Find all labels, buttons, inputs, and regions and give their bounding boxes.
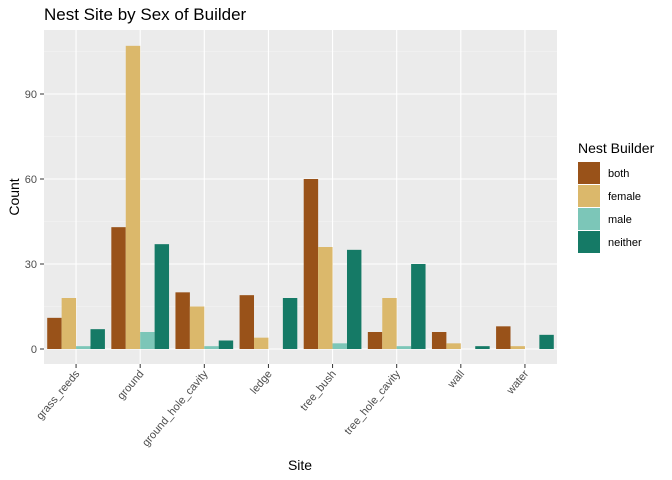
x-tick-label: tree_bush [298, 368, 339, 413]
y-tick-label: 0 [31, 344, 37, 356]
bar-both-ledge [239, 295, 255, 349]
legend-label-neither: neither [608, 237, 642, 249]
y-tick-label: 60 [25, 174, 37, 186]
y-tick-label: 30 [25, 259, 37, 271]
x-tick-label: ground_hole_cavity [140, 368, 211, 449]
legend-key-male [578, 208, 600, 230]
legend-title: Nest Builder [578, 140, 655, 156]
bar-neither-ground [154, 244, 170, 349]
bars [47, 45, 554, 349]
y-tick-label: 90 [25, 89, 37, 101]
x-tick-label: tree_hole_cavity [342, 368, 403, 437]
bar-male-ground [140, 332, 155, 349]
bar-female-wall [446, 343, 461, 349]
legend: both female male neither [578, 162, 642, 253]
x-tick-label: wall [445, 368, 467, 391]
bar-both-wall [431, 332, 447, 349]
bar-male-grass_reeds [76, 346, 91, 349]
x-axis-title: Site [288, 457, 312, 473]
bar-both-water [496, 326, 511, 349]
legend-label-female: female [608, 191, 641, 203]
bar-female-ledge [254, 337, 269, 349]
bar-female-grass_reeds [61, 298, 77, 349]
bar-both-tree_bush [303, 179, 319, 349]
bar-neither-tree_hole_cavity [411, 264, 426, 349]
bar-neither-water [539, 334, 554, 349]
bar-neither-ledge [282, 298, 298, 349]
x-tick-label: water [504, 368, 531, 397]
bar-male-tree_hole_cavity [396, 346, 412, 349]
bar-male-ground_hole_cavity [204, 346, 219, 349]
legend-key-both [578, 162, 600, 184]
bar-neither-wall [475, 346, 490, 349]
bar-both-grass_reeds [47, 317, 62, 349]
bar-both-tree_hole_cavity [367, 332, 383, 349]
legend-label-male: male [608, 214, 632, 226]
bar-neither-grass_reeds [90, 329, 105, 349]
y-axis: 0 30 60 90 [25, 89, 44, 356]
y-axis-title: Count [6, 178, 22, 215]
x-tick-label: grass_reeds [34, 368, 82, 422]
legend-key-neither [578, 231, 600, 253]
bar-female-water [510, 346, 525, 349]
bar-male-tree_bush [332, 343, 347, 349]
bar-neither-tree_bush [346, 249, 362, 349]
bar-female-tree_bush [318, 247, 333, 349]
bar-both-ground_hole_cavity [175, 292, 190, 349]
bar-both-ground [111, 227, 126, 349]
chart-title: Nest Site by Sex of Builder [44, 5, 247, 24]
x-tick-label: ground [115, 368, 146, 402]
bar-female-ground_hole_cavity [189, 306, 205, 349]
bar-female-tree_hole_cavity [382, 298, 397, 349]
bar-female-ground [125, 45, 141, 349]
legend-label-both: both [608, 168, 629, 180]
x-tick-label: ledge [248, 368, 274, 396]
legend-key-female [578, 185, 600, 207]
bar-neither-ground_hole_cavity [218, 340, 234, 349]
